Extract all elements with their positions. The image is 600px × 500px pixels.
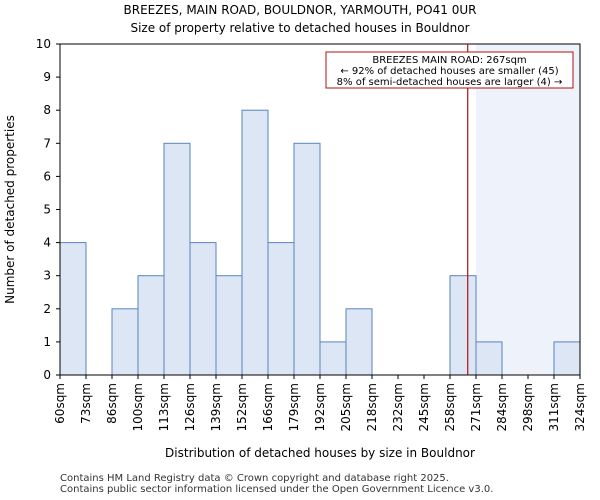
- x-axis-label: Distribution of detached houses by size …: [165, 446, 475, 460]
- x-tick-label: 298sqm: [521, 383, 535, 431]
- y-tick-label: 10: [36, 37, 51, 51]
- bar-205sqm: [345, 308, 373, 376]
- x-tick-label: 60sqm: [53, 383, 67, 424]
- chart-subtitle: Size of property relative to detached ho…: [130, 21, 470, 35]
- y-axis-label: Number of detached properties: [3, 115, 17, 304]
- x-tick-label: 166sqm: [261, 383, 275, 431]
- x-tick-label: 192sqm: [313, 383, 327, 431]
- bar-100sqm: [137, 275, 165, 376]
- x-tick-label: 152sqm: [235, 383, 249, 431]
- x-tick-label: 205sqm: [339, 383, 353, 431]
- annotation-line-1: BREEZES MAIN ROAD: 267sqm: [372, 55, 526, 66]
- bar-60sqm: [59, 242, 87, 376]
- y-tick-label: 5: [43, 203, 51, 217]
- annotation-line-2: ← 92% of detached houses are smaller (45…: [340, 66, 558, 77]
- bar-152sqm: [241, 109, 269, 376]
- y-tick-label: 6: [43, 169, 51, 183]
- bar-139sqm: [215, 275, 243, 376]
- bar-311sqm: [553, 341, 581, 376]
- y-tick-label: 4: [43, 236, 51, 250]
- x-tick-label: 258sqm: [443, 383, 457, 431]
- x-tick-label: 232sqm: [391, 383, 405, 431]
- x-tick-label: 324sqm: [573, 383, 587, 431]
- footer-licence: Contains public sector information licen…: [60, 484, 494, 495]
- y-tick-label: 1: [43, 335, 51, 349]
- bar-113sqm: [163, 142, 191, 376]
- y-tick-label: 0: [43, 368, 51, 382]
- x-tick-label: 100sqm: [131, 383, 145, 431]
- x-tick-label: 271sqm: [469, 383, 483, 431]
- y-tick-label: 2: [43, 302, 51, 316]
- bar-271sqm: [475, 341, 503, 376]
- y-tick-label: 7: [43, 136, 51, 150]
- y-tick-label: 9: [43, 70, 51, 84]
- footer-copyright: Contains HM Land Registry data © Crown c…: [60, 473, 449, 484]
- bar-258sqm: [449, 275, 477, 376]
- x-tick-label: 126sqm: [183, 383, 197, 431]
- highlight-region: [476, 44, 580, 375]
- y-tick-label: 3: [43, 269, 51, 283]
- x-tick-label: 86sqm: [105, 383, 119, 424]
- bar-86sqm: [111, 308, 139, 376]
- x-tick-label: 311sqm: [547, 383, 561, 431]
- x-tick-label: 245sqm: [417, 383, 431, 431]
- bar-179sqm: [293, 142, 321, 376]
- bar-126sqm: [189, 242, 217, 376]
- chart-title: BREEZES, MAIN ROAD, BOULDNOR, YARMOUTH, …: [123, 3, 477, 17]
- annotation-line-3: 8% of semi-detached houses are larger (4…: [337, 77, 563, 88]
- x-tick-label: 113sqm: [157, 383, 171, 431]
- bar-166sqm: [267, 242, 295, 376]
- x-tick-label: 179sqm: [287, 383, 301, 431]
- x-tick-label: 218sqm: [365, 383, 379, 431]
- x-tick-label: 73sqm: [79, 383, 93, 424]
- x-tick-label: 284sqm: [495, 383, 509, 431]
- x-tick-label: 139sqm: [209, 383, 223, 431]
- y-tick-label: 8: [43, 103, 51, 117]
- annotation-box: [325, 51, 574, 89]
- bar-192sqm: [319, 341, 347, 376]
